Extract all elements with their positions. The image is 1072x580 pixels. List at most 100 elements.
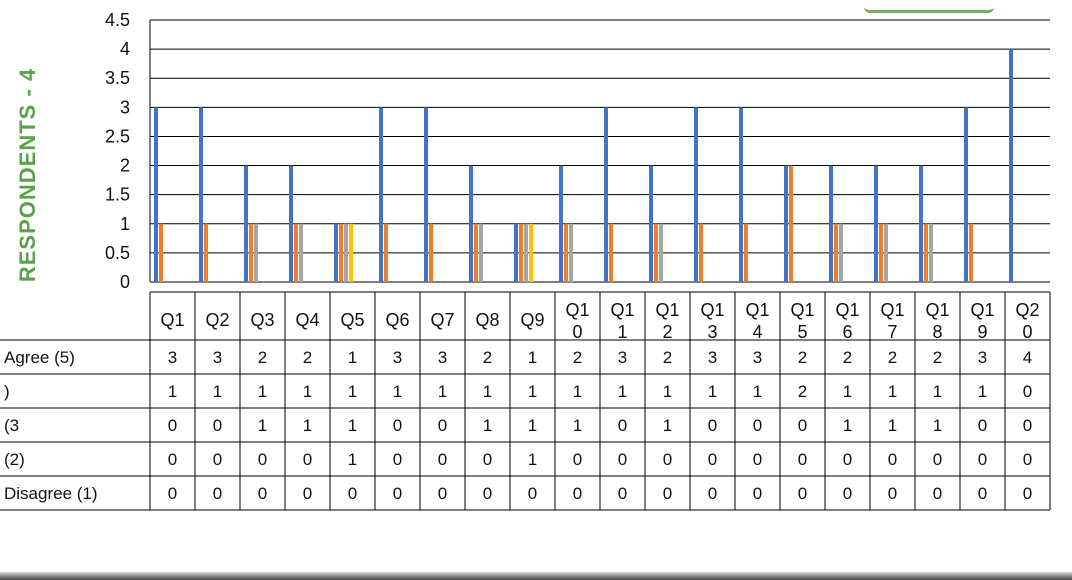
bar-s1-q19 — [964, 107, 968, 282]
x-category-label: Q3 — [250, 310, 274, 330]
x-category-label: Q6 — [385, 310, 409, 330]
table-cell-value: 0 — [213, 416, 222, 435]
x-category-label: Q1 — [925, 300, 949, 320]
legend-row-label: (2) — [4, 450, 25, 469]
x-category-label: Q5 — [340, 310, 364, 330]
table-cell-value: 0 — [393, 450, 402, 469]
y-tick-label: 0.5 — [105, 243, 130, 263]
table-cell-value: 2 — [483, 348, 492, 367]
table-cell-value: 1 — [528, 416, 537, 435]
table-cell-value: 0 — [393, 484, 402, 503]
bar-s3-q4 — [299, 223, 303, 282]
table-cell-value: 0 — [258, 450, 267, 469]
table-cell-value: 1 — [438, 382, 447, 401]
table-cell-value: 1 — [213, 382, 222, 401]
table-cell-value: 0 — [393, 416, 402, 435]
table-cell-value: 0 — [663, 450, 672, 469]
bar-s2-q15 — [789, 165, 793, 282]
table-cell-value: 0 — [933, 450, 942, 469]
x-category-label: Q4 — [295, 310, 319, 330]
x-category-label-line2: 6 — [842, 322, 852, 342]
table-cell-value: 0 — [438, 484, 447, 503]
x-category-label: Q1 — [565, 300, 589, 320]
table-cell-value: 1 — [168, 382, 177, 401]
table-cell-value: 2 — [798, 348, 807, 367]
bar-s3-q3 — [254, 223, 258, 282]
table-cell-value: 1 — [483, 382, 492, 401]
table-cell-value: 1 — [528, 348, 537, 367]
table-cell-value: 0 — [483, 484, 492, 503]
bar-s1-q4 — [289, 165, 293, 282]
table-cell-value: 1 — [348, 348, 357, 367]
table-cell-value: 0 — [618, 450, 627, 469]
y-tick-label: 2.5 — [105, 126, 130, 146]
x-category-label: Q7 — [430, 310, 454, 330]
bar-s1-q13 — [694, 107, 698, 282]
bar-s1-q2 — [199, 107, 203, 282]
page-edge — [0, 572, 1072, 580]
table-cell-value: 0 — [978, 450, 987, 469]
table-cell-value: 1 — [843, 382, 852, 401]
table-cell-value: 1 — [888, 416, 897, 435]
bar-s3-q16 — [839, 223, 843, 282]
x-category-label: Q1 — [610, 300, 634, 320]
x-category-label: Q1 — [835, 300, 859, 320]
table-cell-value: 1 — [348, 416, 357, 435]
table-cell-value: 0 — [618, 416, 627, 435]
table-cell-value: 2 — [933, 348, 942, 367]
bar-s3-q17 — [884, 223, 888, 282]
table-cell-value: 0 — [618, 484, 627, 503]
table-cell-value: 3 — [753, 348, 762, 367]
y-tick-label: 2 — [120, 156, 130, 176]
bar-s2-q14 — [744, 223, 748, 282]
y-tick-label: 0 — [120, 272, 130, 292]
table-cell-value: 0 — [168, 484, 177, 503]
table-cell-value: 0 — [573, 450, 582, 469]
x-category-label-line2: 0 — [1022, 322, 1032, 342]
bar-s2-q10 — [564, 223, 568, 282]
bar-s1-q17 — [874, 165, 878, 282]
table-cell-value: 0 — [483, 450, 492, 469]
bar-s1-q8 — [469, 165, 473, 282]
table-cell-value: 1 — [843, 416, 852, 435]
x-category-label-line2: 2 — [662, 322, 672, 342]
table-cell-value: 1 — [708, 382, 717, 401]
bar-s1-q6 — [379, 107, 383, 282]
table-cell-value: 0 — [708, 450, 717, 469]
x-category-label-line2: 7 — [887, 322, 897, 342]
table-cell-value: 2 — [303, 348, 312, 367]
table-cell-value: 2 — [888, 348, 897, 367]
table-cell-value: 0 — [753, 450, 762, 469]
table-cell-value: 0 — [1023, 382, 1032, 401]
y-tick-label: 3 — [120, 97, 130, 117]
bar-s2-q18 — [924, 223, 928, 282]
table-cell-value: 0 — [258, 484, 267, 503]
table-cell-value: 0 — [753, 484, 762, 503]
table-cell-value: 2 — [843, 348, 852, 367]
table-cell-value: 0 — [1023, 450, 1032, 469]
table-cell-value: 0 — [303, 450, 312, 469]
bar-s3-q8 — [479, 223, 483, 282]
bar-s2-q17 — [879, 223, 883, 282]
bar-s1-q15 — [784, 165, 788, 282]
table-cell-value: 3 — [213, 348, 222, 367]
x-category-label: Q9 — [520, 310, 544, 330]
bar-s2-q12 — [654, 223, 658, 282]
bar-s3-q5 — [344, 223, 348, 282]
bar-s2-q5 — [339, 223, 343, 282]
x-category-label-line2: 9 — [977, 322, 987, 342]
table-cell-value: 0 — [438, 416, 447, 435]
bar-s1-q11 — [604, 107, 608, 282]
x-category-label: Q2 — [205, 310, 229, 330]
table-cell-value: 1 — [348, 382, 357, 401]
table-cell-value: 3 — [978, 348, 987, 367]
bar-s2-q4 — [294, 223, 298, 282]
table-cell-value: 1 — [618, 382, 627, 401]
table-cell-value: 1 — [303, 416, 312, 435]
bar-s1-q9 — [514, 223, 518, 282]
x-category-label-line2: 8 — [932, 322, 942, 342]
table-cell-value: 0 — [303, 484, 312, 503]
table-cell-value: 0 — [663, 484, 672, 503]
table-cell-value: 0 — [573, 484, 582, 503]
table-cell-value: 3 — [618, 348, 627, 367]
